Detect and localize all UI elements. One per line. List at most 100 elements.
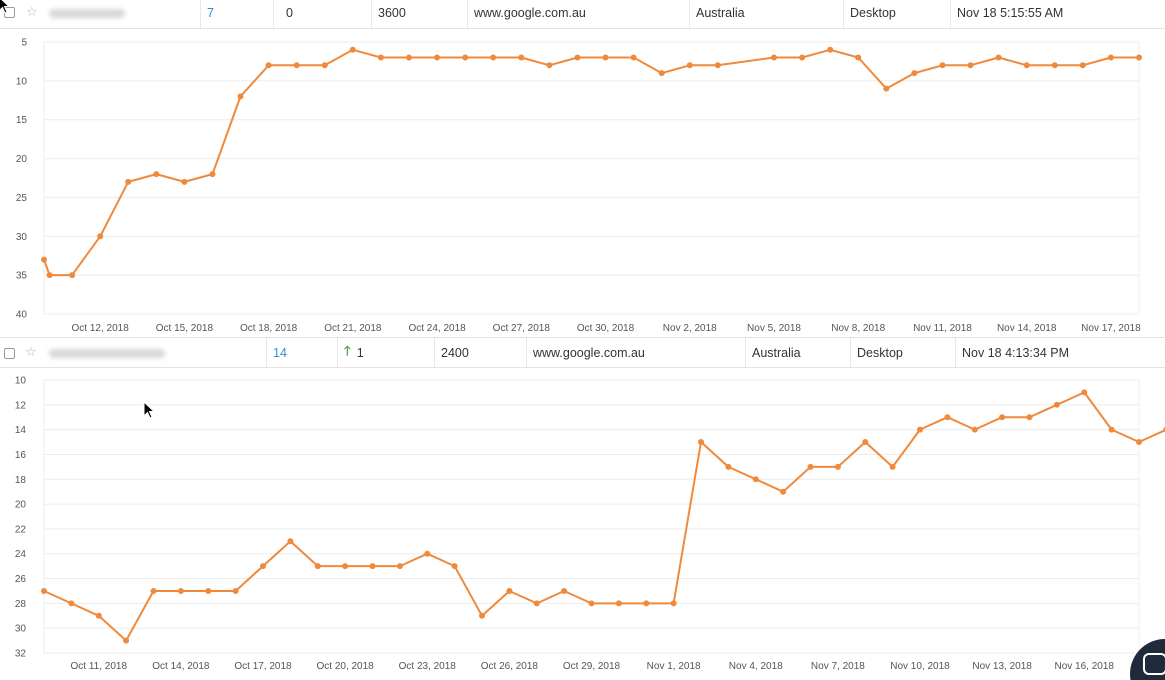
data-point: [153, 171, 160, 178]
data-point: [479, 612, 485, 619]
y-tick-label: 30: [15, 624, 27, 635]
rank-cell[interactable]: 14: [266, 338, 337, 367]
device-cell: Desktop: [843, 0, 950, 28]
keyword-row[interactable]: ☆ 14 🡑 1 2400 www.google.com.au Australi…: [0, 337, 1165, 368]
x-tick-label: Nov 17, 2018: [1081, 323, 1141, 334]
y-tick-label: 12: [15, 400, 27, 411]
x-tick-label: Nov 11, 2018: [913, 323, 972, 334]
x-tick-label: Oct 20, 2018: [316, 661, 374, 672]
x-tick-label: Oct 21, 2018: [324, 323, 382, 334]
data-point: [686, 62, 693, 69]
data-point: [546, 62, 553, 69]
data-point: [260, 563, 266, 570]
data-point: [177, 588, 184, 594]
y-tick-label: 35: [16, 271, 28, 282]
data-point: [939, 62, 946, 69]
y-tick-label: 15: [16, 115, 28, 126]
y-tick-label: 32: [15, 649, 27, 660]
data-point: [462, 54, 469, 61]
data-point: [971, 426, 978, 433]
y-tick-label: 28: [15, 599, 27, 610]
location-cell: Australia: [745, 338, 850, 367]
data-point: [561, 588, 568, 594]
data-point: [1136, 439, 1142, 445]
change-value: 0: [286, 5, 293, 20]
data-point: [615, 600, 622, 607]
star-icon[interactable]: ☆: [25, 344, 37, 359]
device-value: Desktop: [850, 5, 896, 20]
change-cell: 0: [273, 0, 371, 28]
data-point: [349, 46, 356, 53]
data-point: [658, 70, 665, 77]
y-tick-label: 24: [15, 549, 27, 560]
data-point: [1079, 62, 1086, 69]
series-line: [43, 48, 1139, 277]
data-point: [293, 62, 300, 69]
data-point: [670, 600, 677, 607]
y-tick-label: 5: [21, 38, 27, 49]
mouse-cursor-icon: [0, 0, 11, 14]
data-point: [725, 463, 732, 470]
arrow-up-icon: 🡑: [344, 342, 351, 358]
data-point: [232, 588, 239, 594]
data-point: [1026, 414, 1033, 421]
x-tick-label: Nov 5, 2018: [747, 323, 801, 334]
x-tick-label: Nov 2, 2018: [663, 323, 717, 334]
data-point: [602, 54, 609, 61]
data-point: [406, 54, 412, 61]
star-icon[interactable]: ☆: [26, 4, 38, 19]
data-point: [1051, 62, 1058, 69]
data-point: [377, 54, 384, 61]
x-tick-label: Oct 27, 2018: [493, 323, 551, 334]
x-tick-label: Oct 12, 2018: [72, 323, 130, 334]
x-tick-label: Nov 4, 2018: [729, 661, 783, 672]
keyword-text-redacted: [49, 349, 165, 358]
y-tick-label: 20: [16, 154, 28, 165]
data-point: [799, 54, 806, 61]
data-point: [862, 439, 869, 445]
chat-icon: [1143, 653, 1165, 675]
series-line: [43, 391, 1165, 642]
rank-link[interactable]: 14: [273, 345, 287, 360]
change-value: 1: [356, 345, 364, 360]
data-point: [68, 600, 75, 607]
rank-link[interactable]: 7: [207, 5, 214, 20]
x-tick-label: Nov 13, 2018: [972, 661, 1032, 672]
data-point: [1053, 401, 1060, 408]
data-point: [533, 600, 540, 607]
data-point: [1136, 54, 1142, 61]
y-tick-label: 40: [16, 310, 28, 321]
location-cell: Australia: [689, 0, 843, 28]
data-point: [434, 54, 441, 61]
data-point: [780, 488, 787, 495]
rank-cell[interactable]: 7: [200, 0, 273, 28]
y-tick-label: 10: [15, 376, 27, 387]
rank-history-chart-svg: 10 12 14 16 18 20 22 24 26 28 30 32 Oct 11, 2018 Oct …: [15, 376, 1165, 672]
data-point: [999, 414, 1006, 421]
data-point: [490, 54, 497, 61]
data-point: [827, 46, 834, 53]
data-point: [314, 563, 321, 570]
data-point: [321, 62, 328, 69]
location-value: Australia: [696, 5, 745, 20]
search-engine-value: www.google.com.au: [474, 5, 586, 20]
data-point: [995, 54, 1002, 61]
data-point: [752, 476, 759, 483]
data-point: [150, 588, 157, 594]
data-point: [855, 54, 862, 61]
updated-cell: Nov 18 4:13:34 PM: [955, 338, 1165, 367]
data-point: [451, 563, 458, 570]
data-point: [698, 439, 704, 445]
rank-history-chart: 10 12 14 16 18 20 22 24 26 28 30 32 Oct 11, 2018 Oct …: [0, 369, 1165, 680]
data-point: [1023, 62, 1030, 69]
updated-cell: Nov 18 5:15:55 AM: [950, 0, 1165, 28]
x-tick-label: Oct 30, 2018: [577, 323, 635, 334]
data-point: [95, 612, 102, 619]
updated-value: Nov 18 4:13:34 PM: [962, 345, 1070, 360]
row-select-checkbox[interactable]: [4, 348, 15, 359]
rank-history-chart: 5 10 15 20 25 30 35 40 Oct 12, 2018 Oct 15, 2018 O…: [0, 30, 1165, 336]
keyword-row[interactable]: ☆ 7 0 3600 www.google.com.au Australia D…: [0, 0, 1165, 29]
y-tick-label: 14: [15, 425, 27, 436]
y-tick-label: 16: [15, 450, 27, 461]
data-point: [369, 563, 376, 570]
